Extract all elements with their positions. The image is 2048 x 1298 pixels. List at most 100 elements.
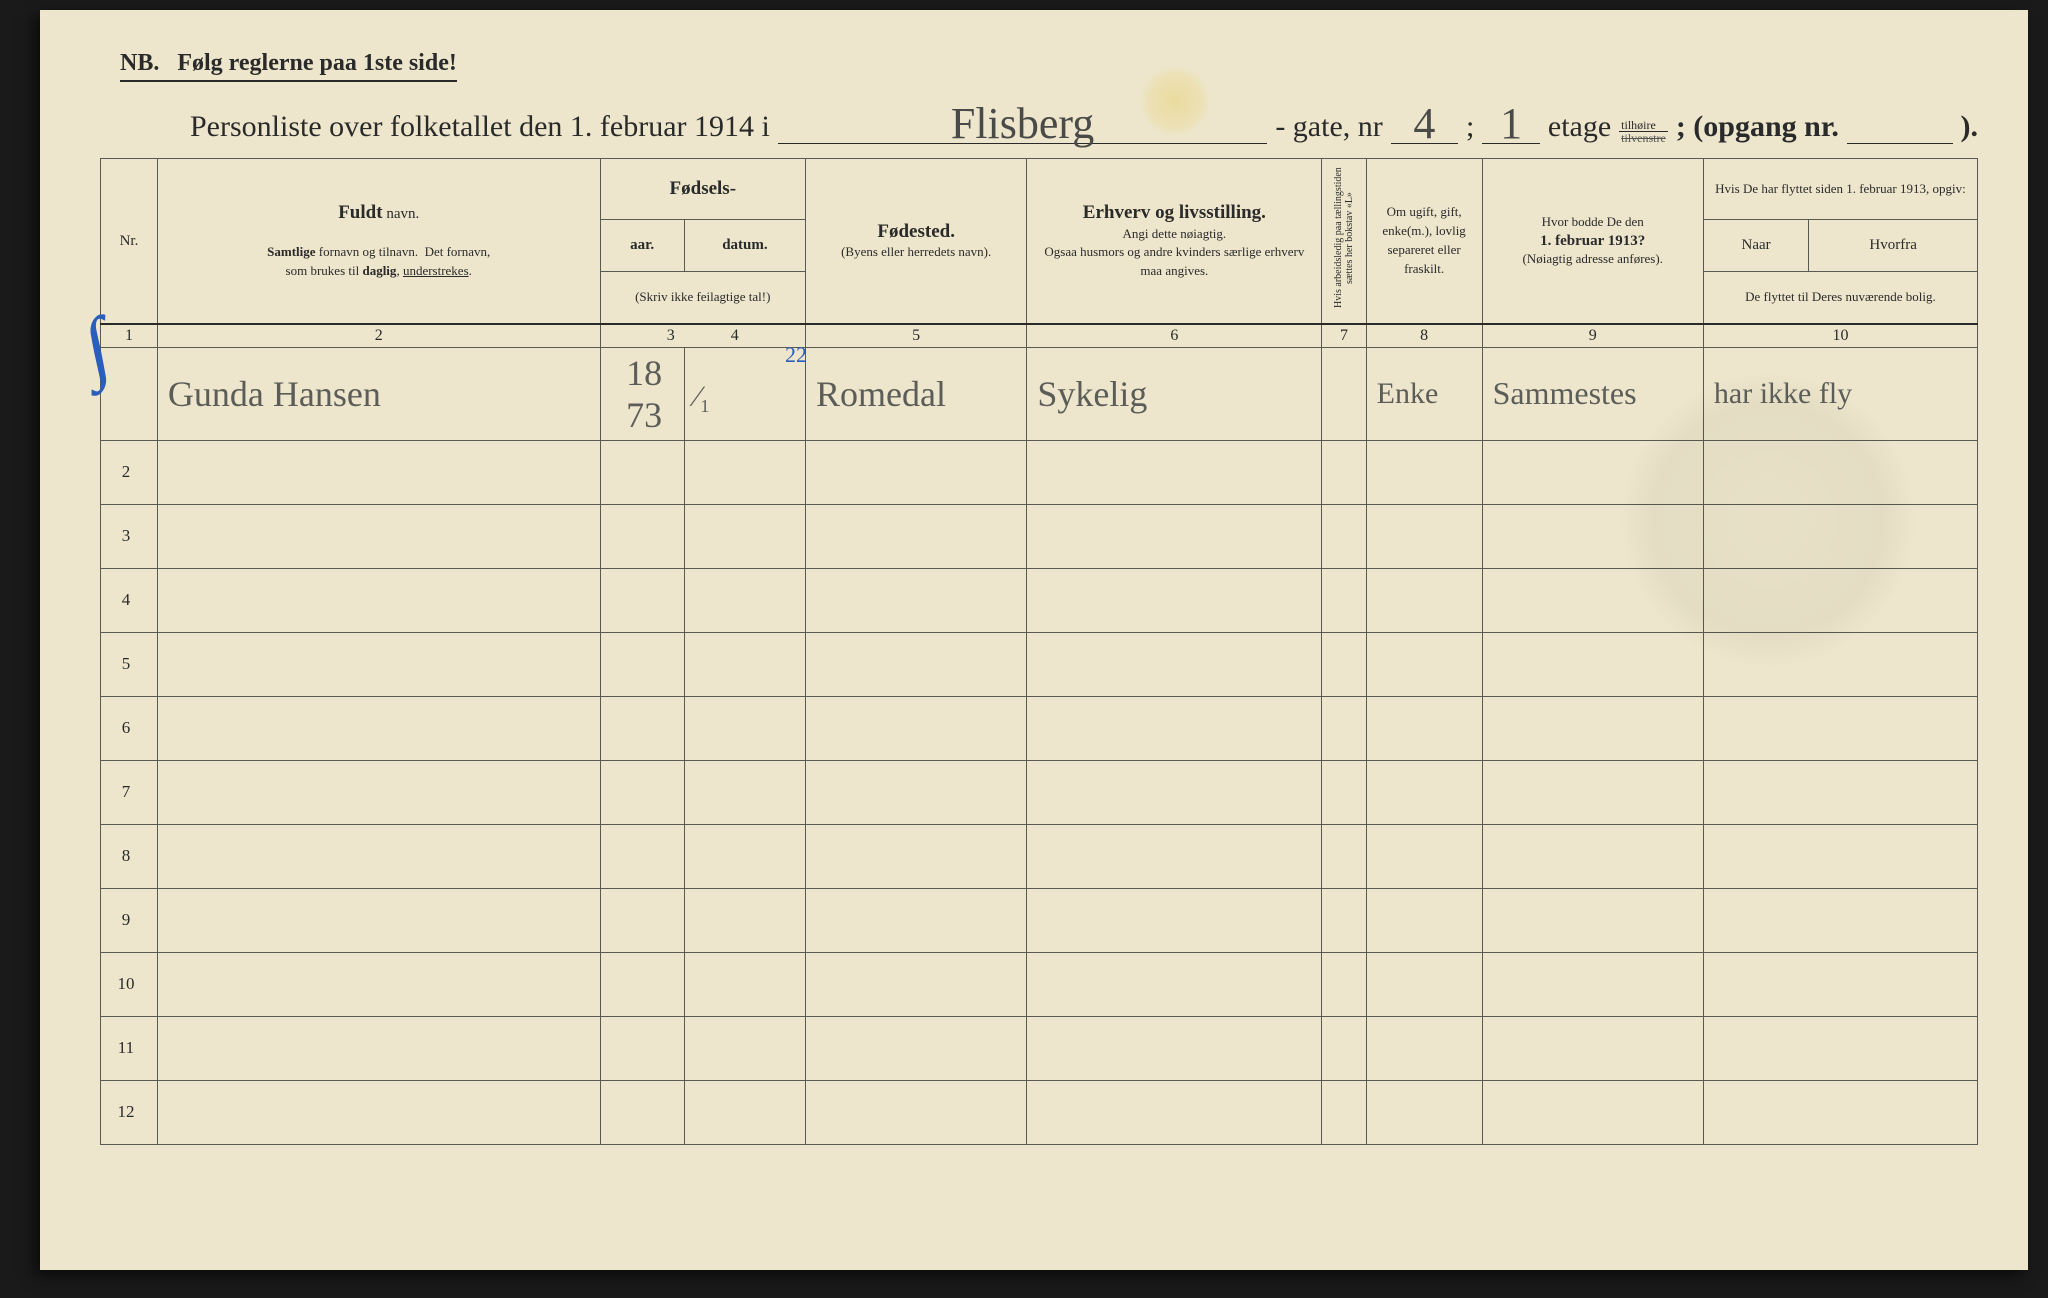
empty-cell xyxy=(806,1016,1027,1080)
empty-cell xyxy=(806,504,1027,568)
empty-cell xyxy=(1027,632,1322,696)
title-prefix: Personliste over folketallet den 1. febr… xyxy=(190,110,770,144)
empty-cell xyxy=(1703,1016,1977,1080)
empty-cell xyxy=(1703,824,1977,888)
empty-cell xyxy=(600,440,684,504)
nb-notice: NB. Følg reglerne paa 1ste side! xyxy=(120,50,457,82)
cell-moved: har ikke fly xyxy=(1703,347,1977,440)
title-line: Personliste over folketallet den 1. febr… xyxy=(190,110,1978,144)
colnum-2: 2 xyxy=(157,324,600,348)
cell-nr: 9 xyxy=(101,888,158,952)
empty-cell xyxy=(1366,1016,1482,1080)
cell-nr: 7 xyxy=(101,760,158,824)
empty-cell xyxy=(1366,504,1482,568)
data-row-1: Gunda Hansen 18 73 22 ⁄₁ Romedal Sykelig… xyxy=(101,347,1978,440)
empty-cell xyxy=(1027,1080,1322,1144)
empty-cell xyxy=(600,504,684,568)
gate-nr-blank: 4 xyxy=(1391,111,1458,144)
empty-cell xyxy=(1482,440,1703,504)
empty-cell xyxy=(157,888,600,952)
census-form-page: NB. Følg reglerne paa 1ste side! Personl… xyxy=(40,10,2028,1270)
hdr-col8: Om ugift, gift, enke(m.), lovlig separer… xyxy=(1366,159,1482,324)
empty-cell xyxy=(1027,504,1322,568)
empty-cell xyxy=(157,440,600,504)
etage-label: etage xyxy=(1548,110,1611,144)
empty-cell xyxy=(806,952,1027,1016)
empty-cell xyxy=(1482,568,1703,632)
cell-nr: 5 xyxy=(101,632,158,696)
colnum-10: 10 xyxy=(1703,324,1977,348)
empty-cell xyxy=(1482,888,1703,952)
empty-cell xyxy=(600,1016,684,1080)
hdr-name: Fuldt navn. Samtlige fornavn og tilnavn.… xyxy=(157,159,600,324)
cell-nr: 11 xyxy=(101,1016,158,1080)
empty-cell xyxy=(600,568,684,632)
hdr-birth-year: aar. xyxy=(600,219,684,271)
empty-cell xyxy=(1366,952,1482,1016)
title-close: ). xyxy=(1961,110,1979,144)
empty-cell xyxy=(1322,952,1366,1016)
empty-cell xyxy=(1703,696,1977,760)
empty-cell xyxy=(1027,440,1322,504)
data-row-6: 6 xyxy=(101,696,1978,760)
empty-cell xyxy=(600,888,684,952)
colnum-8: 8 xyxy=(1366,324,1482,348)
empty-cell xyxy=(1027,1016,1322,1080)
empty-cell xyxy=(684,760,805,824)
empty-cell xyxy=(1027,568,1322,632)
empty-cell xyxy=(1027,824,1322,888)
gate-nr-hand: 4 xyxy=(1413,98,1435,149)
empty-cell xyxy=(157,568,600,632)
gate-label: - gate, nr xyxy=(1275,110,1382,144)
empty-cell xyxy=(1027,760,1322,824)
data-row-3: 3 xyxy=(101,504,1978,568)
cell-nr: 6 xyxy=(101,696,158,760)
empty-cell xyxy=(1482,696,1703,760)
hdr-hvorfra: Hvorfra xyxy=(1809,219,1978,271)
empty-cell xyxy=(1322,440,1366,504)
empty-cell xyxy=(806,632,1027,696)
empty-cell xyxy=(1322,568,1366,632)
hdr-col10-top: Hvis De har flyttet siden 1. februar 191… xyxy=(1703,159,1977,220)
empty-cell xyxy=(1703,888,1977,952)
empty-cell xyxy=(684,952,805,1016)
empty-cell xyxy=(600,1080,684,1144)
etage-hand: 1 xyxy=(1500,98,1522,149)
colnum-7: 7 xyxy=(1322,324,1366,348)
census-table: 1 2 3 4 5 6 7 8 9 10 Nr. Fuldt navn. Sam… xyxy=(100,158,1978,1145)
empty-cell xyxy=(1366,568,1482,632)
empty-cell xyxy=(1027,696,1322,760)
empty-cell xyxy=(1482,1080,1703,1144)
empty-cell xyxy=(1322,696,1366,760)
empty-cell xyxy=(1703,760,1977,824)
semicolon: ; xyxy=(1466,110,1474,144)
empty-cell xyxy=(600,824,684,888)
empty-cell xyxy=(1703,568,1977,632)
empty-cell xyxy=(600,952,684,1016)
empty-cell xyxy=(1366,1080,1482,1144)
hdr-name-sub: Samtlige fornavn og tilnavn. Det fornavn… xyxy=(267,244,490,278)
empty-cell xyxy=(806,888,1027,952)
empty-cell xyxy=(1482,632,1703,696)
hdr-col9: Hvor bodde De den 1. februar 1913? (Nøia… xyxy=(1482,159,1703,324)
empty-cell xyxy=(600,696,684,760)
empty-cell xyxy=(1322,1080,1366,1144)
empty-cell xyxy=(1322,824,1366,888)
colnum-1: 1 xyxy=(101,324,158,348)
hdr-place: Fødested. (Byens eller herredets navn). xyxy=(806,159,1027,324)
empty-cell xyxy=(1366,760,1482,824)
colnum-6: 6 xyxy=(1027,324,1322,348)
empty-cell xyxy=(600,760,684,824)
data-row-9: 9 xyxy=(101,888,1978,952)
frac-bot: tilvenstre xyxy=(1619,132,1668,144)
empty-cell xyxy=(1366,888,1482,952)
empty-cell xyxy=(1322,504,1366,568)
data-row-5: 5 xyxy=(101,632,1978,696)
opgang-label: ; (opgang nr. xyxy=(1676,110,1839,144)
empty-cell xyxy=(600,632,684,696)
cell-nr xyxy=(101,347,158,440)
hdr-occupation: Erhverv og livsstilling. Angi dette nøia… xyxy=(1027,159,1322,324)
empty-cell xyxy=(806,1080,1027,1144)
empty-cell xyxy=(1322,1016,1366,1080)
empty-cell xyxy=(1482,952,1703,1016)
